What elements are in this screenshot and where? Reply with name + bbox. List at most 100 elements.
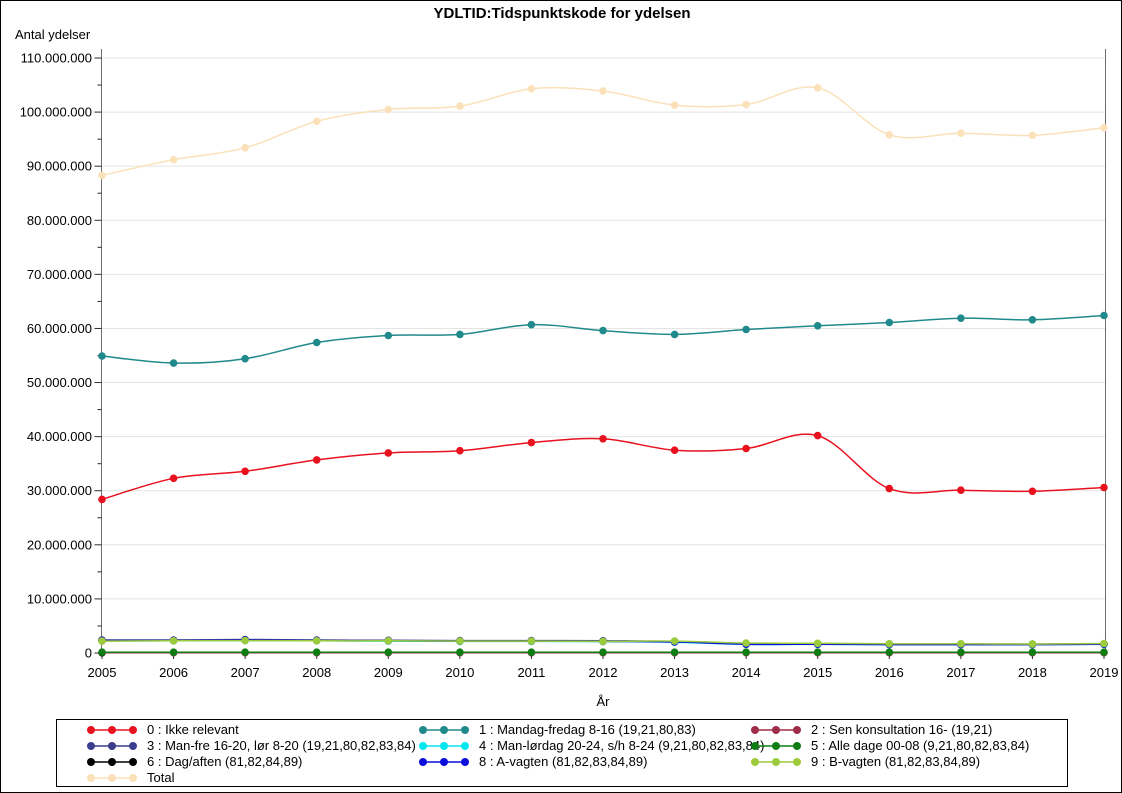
series-point-s1 xyxy=(885,318,894,327)
y-tick-label: 90.000.000 xyxy=(27,159,92,174)
series-point-s0 xyxy=(169,474,178,483)
series-point-total xyxy=(384,105,393,114)
series-point-s9 xyxy=(384,637,393,645)
series-point-s1 xyxy=(742,325,750,334)
legend-item-s3: 3 : Man-fre 16-20, lør 8-20 (19,21,80,82… xyxy=(86,738,418,754)
series-point-s5 xyxy=(742,648,750,656)
series-point-total xyxy=(813,84,822,92)
legend-item-s0: 0 : Ikke relevant xyxy=(86,722,418,738)
series-point-s1 xyxy=(813,322,822,330)
x-tick-label: 2014 xyxy=(732,665,761,680)
series-line-s1 xyxy=(101,314,1105,364)
series-point-s5 xyxy=(1100,648,1108,656)
series-point-s5 xyxy=(1028,648,1037,656)
legend-marker-s5 xyxy=(751,742,801,750)
series-point-s1 xyxy=(1028,316,1037,324)
series-point-s9 xyxy=(1100,639,1108,648)
series-point-s0 xyxy=(241,467,249,476)
series-point-s1 xyxy=(241,354,249,363)
series-point-s0 xyxy=(527,438,536,447)
series-point-s5 xyxy=(813,648,822,656)
series-point-s0 xyxy=(1028,487,1037,496)
series-point-s1 xyxy=(384,331,393,340)
series-point-s0 xyxy=(456,446,464,455)
series-line-total xyxy=(101,86,1105,177)
legend-marker-s0 xyxy=(87,726,137,734)
legend-item-s4: 4 : Man-lørdag 20-24, s/h 8-24 (9,21,80,… xyxy=(418,738,764,754)
legend-item-s8: 8 : A-vagten (81,82,83,84,89) xyxy=(418,754,750,770)
series-point-s9 xyxy=(169,637,178,645)
series-point-total xyxy=(241,144,249,152)
series-point-s5 xyxy=(456,648,464,656)
series-point-s1 xyxy=(456,330,464,339)
series-point-s9 xyxy=(670,637,679,645)
series-point-s0 xyxy=(957,486,965,495)
x-tick-label: 2006 xyxy=(159,665,188,680)
series-point-s5 xyxy=(312,648,321,656)
x-tick-label: 2018 xyxy=(1018,665,1047,680)
series-point-s9 xyxy=(456,637,464,645)
y-tick-label: 110.000.000 xyxy=(21,51,92,66)
series-point-s5 xyxy=(527,648,536,656)
y-tick-label: 70.000.000 xyxy=(27,267,92,282)
legend-item-s6: 6 : Dag/aften (81,82,84,89) xyxy=(86,754,418,770)
series-point-s0 xyxy=(599,435,607,443)
legend-marker-s9 xyxy=(751,758,801,766)
series-point-s9 xyxy=(98,637,106,645)
x-tick-label: 2011 xyxy=(517,665,545,680)
series-point-s5 xyxy=(957,648,965,656)
legend-item-s5: 5 : Alle dage 00-08 (9,21,80,82,83,84) xyxy=(750,738,1067,754)
x-tick-label: 2019 xyxy=(1090,665,1119,680)
series-point-s0 xyxy=(670,446,679,455)
series-point-s1 xyxy=(98,352,106,360)
legend-label: 3 : Man-fre 16-20, lør 8-20 (19,21,80,82… xyxy=(147,738,416,753)
series-point-total xyxy=(885,131,894,139)
series-point-s1 xyxy=(1100,311,1108,320)
series-point-total xyxy=(1028,131,1037,140)
series-point-total xyxy=(1100,124,1108,132)
x-axis-title: År xyxy=(596,694,610,709)
series-point-total xyxy=(742,100,750,109)
legend-marker-s3 xyxy=(87,742,137,750)
series-point-s0 xyxy=(98,495,106,504)
series-line-s0 xyxy=(101,433,1105,501)
legend-marker-s6 xyxy=(87,758,137,766)
series-point-s9 xyxy=(1028,640,1037,648)
x-tick-label: 2010 xyxy=(445,665,474,680)
series-point-s1 xyxy=(599,326,607,335)
series-point-s5 xyxy=(169,648,178,656)
x-tick-label: 2009 xyxy=(374,665,403,680)
y-axis-title: Antal ydelser xyxy=(15,27,91,42)
series-point-total xyxy=(957,129,965,137)
series-point-total xyxy=(670,101,679,109)
series-point-s5 xyxy=(241,648,249,656)
chart-title: YDLTID:Tidspunktskode for ydelsen xyxy=(433,5,691,22)
series-point-s9 xyxy=(885,640,894,648)
series-point-s0 xyxy=(885,484,894,493)
x-tick-label: 2017 xyxy=(946,665,975,680)
series-point-total xyxy=(98,171,106,180)
series-point-s9 xyxy=(599,637,607,646)
series-point-total xyxy=(527,85,536,93)
series-point-s9 xyxy=(312,637,321,645)
legend-label: 5 : Alle dage 00-08 (9,21,80,82,83,84) xyxy=(811,738,1030,753)
legend-marker-s1 xyxy=(419,726,469,734)
x-tick-label: 2016 xyxy=(875,665,904,680)
series-point-s1 xyxy=(670,330,679,339)
series-point-s9 xyxy=(527,637,536,645)
legend-marker-s8 xyxy=(419,758,469,766)
legend-marker-s4 xyxy=(419,742,469,750)
series-point-s0 xyxy=(813,431,822,440)
x-tick-label: 2015 xyxy=(803,665,832,680)
series-point-s5 xyxy=(670,648,679,656)
series-point-s1 xyxy=(957,314,965,323)
legend-label: 0 : Ikke relevant xyxy=(147,722,239,737)
series-point-s1 xyxy=(312,338,321,347)
y-tick-label: 30.000.000 xyxy=(27,483,92,498)
series-point-s5 xyxy=(885,648,894,656)
legend-item-s1: 1 : Mandag-fredag 8-16 (19,21,80,83) xyxy=(418,722,750,738)
series-point-s1 xyxy=(169,359,178,367)
y-tick-label: 10.000.000 xyxy=(27,591,92,606)
legend-label: 6 : Dag/aften (81,82,84,89) xyxy=(147,754,303,769)
